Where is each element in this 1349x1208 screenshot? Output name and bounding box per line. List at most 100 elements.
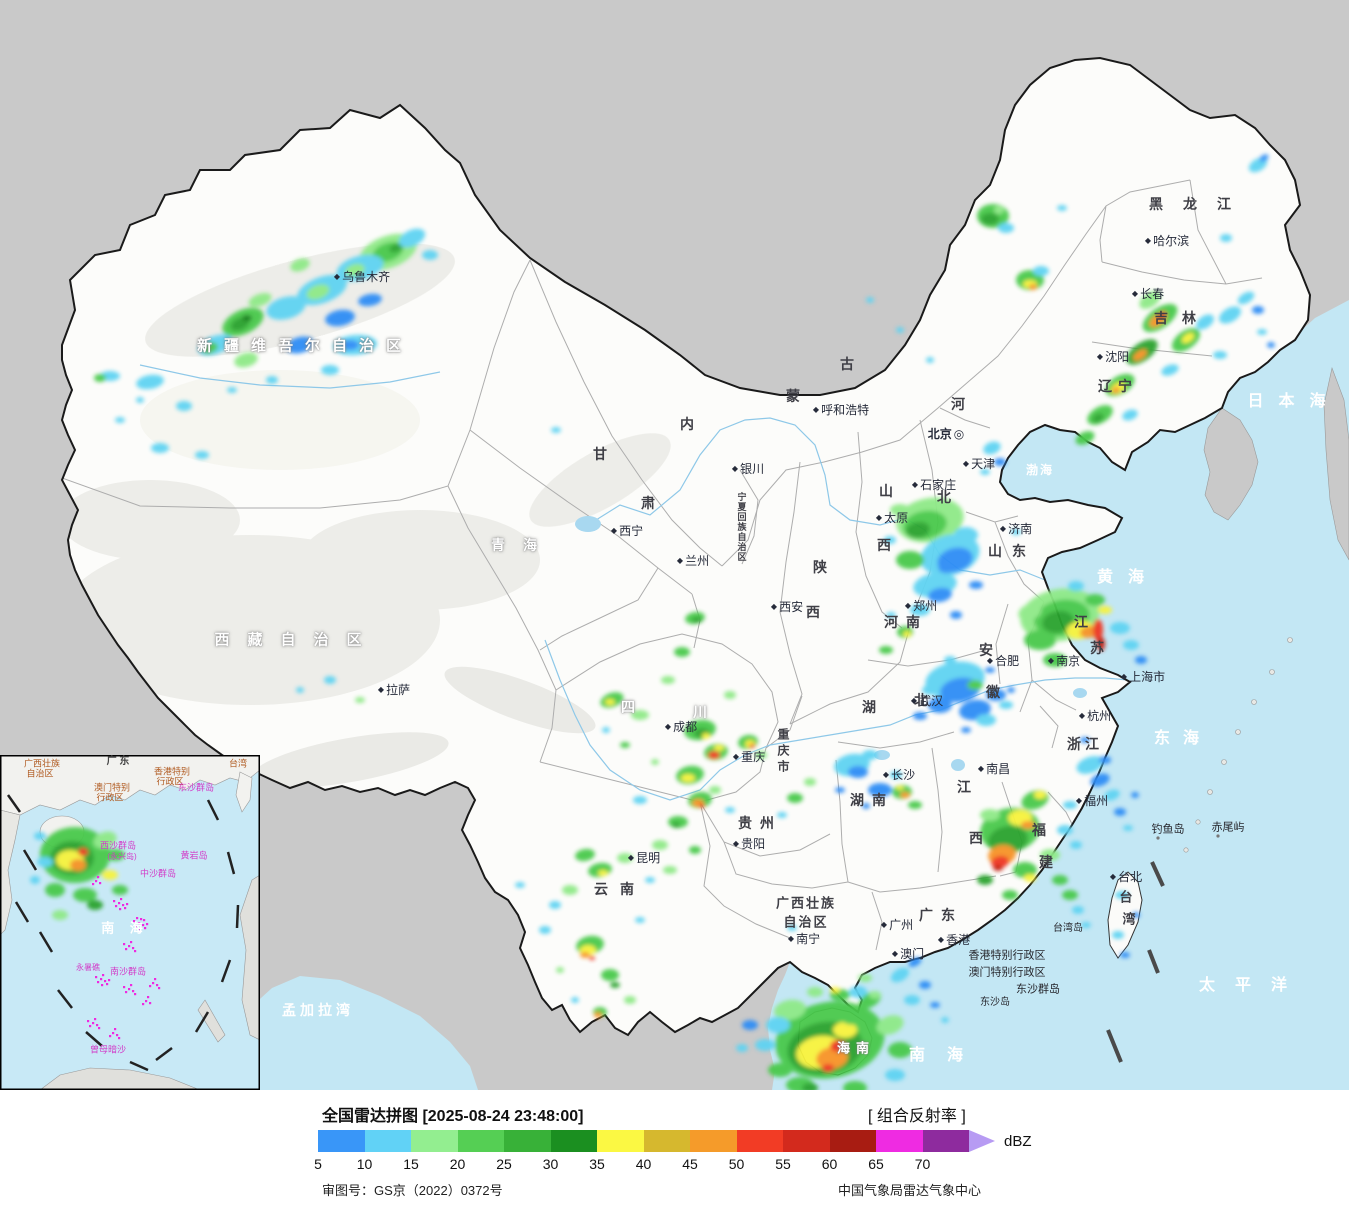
radar-echo [702,733,710,739]
colorbar-segment [364,1130,411,1152]
radar-echo [605,699,615,705]
radar-echo [885,1069,905,1081]
maritime-dashes [1106,861,1165,1063]
radar-echo [708,751,720,759]
intense-cell-dot [118,1037,121,1040]
colorbar-tick-label: 20 [449,1156,466,1172]
radar-echo [34,832,46,840]
radar-echo [624,996,636,1004]
radar-echo [1139,291,1161,309]
radar-echo [999,701,1013,709]
radar-echo [635,917,645,923]
radar-echo [766,1017,790,1033]
radar-echo [862,750,878,760]
radar-echo [1259,154,1269,162]
radar-echo [1034,791,1046,799]
radar-echo [663,866,677,874]
radar-echo [422,250,438,260]
radar-echo [515,882,525,888]
intense-cell-dot [132,947,135,950]
radar-echo [908,957,922,967]
radar-echo [802,1083,818,1090]
radar-echo [938,558,958,574]
radar-echo [248,293,272,307]
colorbar-segment [411,1130,458,1152]
colorbar-segment [550,1130,597,1152]
intense-cell-dot [89,1025,92,1028]
colorbar-segment [876,1130,923,1152]
radar-echo [1213,351,1227,359]
radar-echo [858,974,872,982]
intense-cell-dot [92,883,95,886]
radar-echo [699,804,705,808]
colorbar-tick-label: 25 [496,1156,512,1172]
radar-echo [896,327,904,333]
colorbar-segment [504,1130,551,1152]
radar-echo [879,646,893,654]
radar-echo [841,1005,869,1025]
radar-echo [1099,756,1111,764]
radar-echo [830,1040,846,1052]
intense-cell-dot [135,925,138,928]
radar-echo [896,786,904,790]
intense-cell-dot [112,1032,115,1035]
radar-echo [1181,332,1195,344]
radar-echo [980,469,990,475]
radar-echo [37,857,53,867]
radar-echo [768,1063,792,1077]
radar-echo [742,1020,758,1030]
radar-echo [234,352,258,368]
intense-cell-dot [118,902,121,905]
radar-echo [1132,912,1140,918]
colorbar-segment [922,1130,969,1152]
intense-cell-dot [87,1020,90,1023]
radar-echo [913,712,927,720]
radar-echo [633,796,647,804]
radar-echo [45,883,65,897]
radar-echo [551,427,561,433]
radar-echo [325,309,355,327]
colorbar-tick-label: 65 [868,1156,884,1172]
radar-echo [848,766,868,778]
radar-echo [1115,891,1129,899]
intense-cell-dot [130,941,133,944]
colorbar-segment [643,1130,690,1152]
radar-echo [1075,431,1095,445]
unit-label: dBZ [1004,1133,1032,1150]
china-radar-map: 黑龙江 吉林 辽宁内蒙古河北山西山东 河南陕西甘肃青海 新疆维吾尔自治区 西藏自治区四川重… [0,0,1349,1090]
radar-echo [896,551,924,569]
radar-echo [661,676,675,684]
radar-echo [1114,808,1126,816]
radar-echo [884,536,896,544]
radar-echo [1043,653,1067,667]
radar-echo [980,809,1000,821]
intense-cell-dot [134,993,137,996]
colorbar-tick-label: 60 [821,1156,838,1172]
legend-panel: 全国雷达拼图 [2025-08-24 23:48:00] [ 组合反射率 ] d… [0,1090,1349,1208]
radar-echo [888,1042,912,1058]
radar-echo [869,991,881,999]
radar-echo [617,853,633,863]
radar-echo [1080,737,1090,743]
radar-echo [1135,656,1147,664]
nine-dash-line [6,794,240,1072]
radar-echo [176,401,192,411]
radar-echo [736,1044,748,1052]
radar-echo [1112,931,1124,939]
radar-echo [136,374,164,390]
radar-echo [571,997,579,1003]
intense-cell-dot [119,908,122,911]
radar-echo [950,611,962,619]
radar-echo [549,901,561,909]
radar-echo [358,293,382,307]
intense-cell-dot [123,943,126,946]
radar-echo [1104,789,1120,801]
radar-echo [195,451,209,459]
radar-echo [589,956,595,960]
radar-echo [94,374,106,382]
sea-region [768,300,1349,1090]
intense-cell-dot [120,898,123,901]
radar-echo [1062,890,1078,900]
radar-echo [755,1039,775,1051]
radar-echo [1161,364,1179,376]
